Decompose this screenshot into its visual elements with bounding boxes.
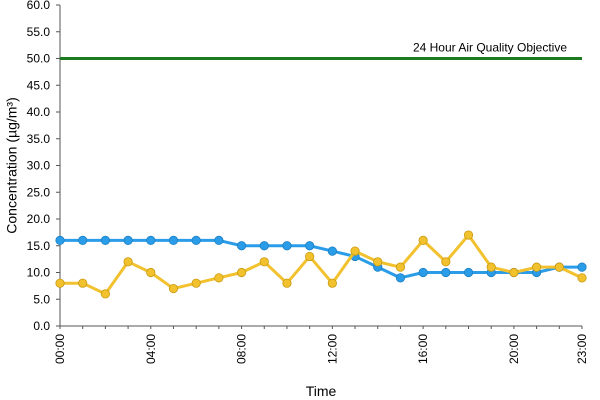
x-axis-ticks: 00:00 04:00 08:00 12:00 16:00 20:00 23:00 [53, 326, 589, 364]
data-point [577, 273, 587, 283]
data-point [123, 235, 133, 245]
data-point [327, 278, 337, 288]
series-line [60, 233, 583, 296]
series-layer [55, 230, 587, 299]
data-point [373, 257, 383, 267]
data-point [259, 257, 269, 267]
data-point [441, 267, 451, 278]
x-tick-label: 12:00 [325, 334, 339, 364]
data-point [168, 235, 179, 245]
data-point [305, 251, 315, 262]
y-tick-label: 55.0 [27, 25, 51, 39]
y-tick-label: 60.0 [27, 0, 51, 12]
data-point [463, 230, 474, 240]
data-point [236, 241, 247, 251]
series-1 [55, 235, 587, 283]
y-tick-label: 15.0 [27, 239, 51, 253]
data-point [78, 278, 88, 288]
data-point [168, 283, 179, 294]
data-point [55, 278, 65, 288]
series-line [60, 238, 582, 280]
data-point [486, 262, 496, 272]
x-tick-label: 23:00 [575, 334, 589, 364]
data-point [214, 273, 224, 283]
data-point [441, 257, 451, 267]
data-point [282, 278, 292, 288]
data-point [146, 235, 156, 245]
y-tick-label: 0.0 [33, 319, 50, 333]
objective-label: 24 Hour Air Quality Objective [413, 41, 567, 55]
x-tick-label: 00:00 [53, 334, 67, 364]
data-point [100, 235, 110, 245]
data-point [55, 235, 65, 245]
y-tick-label: 45.0 [27, 78, 51, 92]
y-tick-label: 25.0 [27, 185, 51, 199]
data-point [554, 262, 564, 272]
data-point [191, 235, 201, 245]
data-point [350, 246, 360, 256]
x-tick-label: 20:00 [507, 334, 521, 364]
data-point [305, 241, 315, 251]
y-tick-label: 35.0 [27, 132, 51, 146]
y-tick-label: 10.0 [27, 266, 51, 280]
y-tick-label: 30.0 [27, 159, 51, 173]
data-point [100, 289, 110, 299]
data-point [577, 262, 587, 272]
data-point [395, 262, 406, 272]
data-point [509, 267, 519, 278]
y-tick-label: 50.0 [27, 52, 51, 66]
y-tick-label: 20.0 [27, 212, 51, 226]
data-point [78, 235, 88, 245]
data-point [532, 262, 542, 272]
data-point [327, 246, 337, 256]
data-point [214, 235, 224, 245]
data-point [395, 273, 406, 283]
data-point [146, 267, 156, 278]
data-point [418, 235, 428, 245]
x-tick-label: 08:00 [235, 334, 249, 364]
data-point [259, 241, 269, 251]
series-2 [55, 230, 587, 299]
y-tick-label: 5.0 [33, 292, 50, 306]
data-point [418, 267, 428, 278]
data-point [236, 267, 247, 278]
data-point [463, 267, 474, 278]
x-tick-label: 16:00 [416, 334, 430, 364]
data-point [191, 278, 201, 288]
data-point [123, 257, 133, 267]
x-tick-label: 04:00 [144, 334, 158, 364]
x-axis-title: Time [306, 383, 337, 399]
y-axis-title: Concentration (µg/m³) [4, 97, 20, 233]
y-tick-label: 40.0 [27, 105, 51, 119]
y-axis-ticks: 0.0 5.0 10.0 15.0 20.0 25.0 30.0 35.0 40.0 45.0 50… [27, 0, 60, 333]
data-point [282, 241, 292, 251]
